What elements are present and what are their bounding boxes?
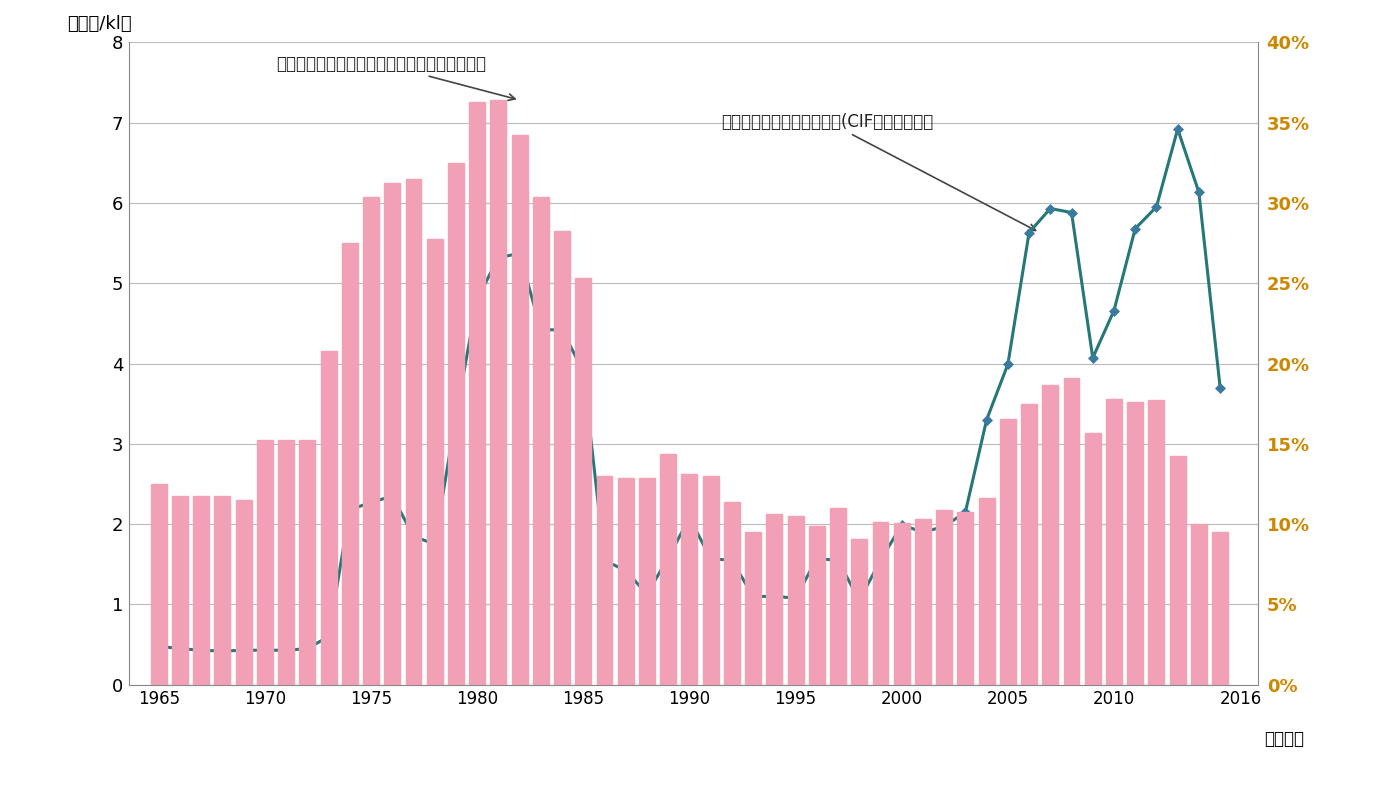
Bar: [490, 100, 506, 685]
Bar: [257, 440, 273, 685]
Bar: [1021, 404, 1036, 685]
Bar: [618, 478, 633, 685]
Bar: [682, 473, 697, 685]
Text: 総輸入額に占める原油輸入金額の割合（右軍）: 総輸入額に占める原油輸入金額の割合（右軍）: [276, 54, 515, 100]
Bar: [724, 502, 740, 685]
Bar: [915, 518, 932, 685]
Bar: [426, 239, 443, 685]
Bar: [1212, 532, 1228, 685]
Bar: [809, 525, 825, 685]
Bar: [894, 523, 909, 685]
Bar: [214, 496, 230, 685]
Bar: [342, 243, 357, 685]
Text: （万円/kl）: （万円/kl）: [66, 14, 131, 33]
Bar: [766, 513, 782, 685]
Bar: [299, 440, 315, 685]
Bar: [279, 440, 294, 685]
Bar: [639, 478, 656, 685]
Bar: [788, 516, 803, 685]
Bar: [831, 508, 846, 685]
Bar: [958, 512, 973, 685]
Bar: [978, 498, 995, 685]
Bar: [1127, 402, 1143, 685]
Bar: [1148, 400, 1165, 685]
Bar: [1085, 433, 1101, 685]
Bar: [172, 496, 188, 685]
Bar: [1000, 419, 1016, 685]
Text: 日本に到着する原油の価格(CIF価格・左軍）: 日本に到着する原油の価格(CIF価格・左軍）: [722, 113, 1035, 231]
Bar: [1042, 385, 1058, 685]
Bar: [236, 500, 251, 685]
Bar: [1191, 524, 1208, 685]
Bar: [745, 532, 762, 685]
Bar: [660, 454, 676, 685]
Bar: [384, 183, 400, 685]
Bar: [533, 197, 549, 685]
Bar: [555, 231, 570, 685]
Bar: [872, 521, 889, 685]
Bar: [150, 484, 167, 685]
Bar: [596, 476, 613, 685]
Bar: [1170, 456, 1185, 685]
Bar: [936, 510, 952, 685]
Bar: [1064, 378, 1079, 685]
Bar: [448, 163, 464, 685]
Bar: [575, 278, 591, 685]
Bar: [1105, 399, 1122, 685]
Bar: [702, 476, 719, 685]
Bar: [406, 179, 421, 685]
Bar: [363, 197, 380, 685]
Bar: [851, 538, 867, 685]
Bar: [320, 352, 337, 685]
Bar: [469, 103, 486, 685]
Bar: [512, 135, 527, 685]
Text: （年度）: （年度）: [1264, 730, 1304, 748]
Bar: [193, 496, 210, 685]
